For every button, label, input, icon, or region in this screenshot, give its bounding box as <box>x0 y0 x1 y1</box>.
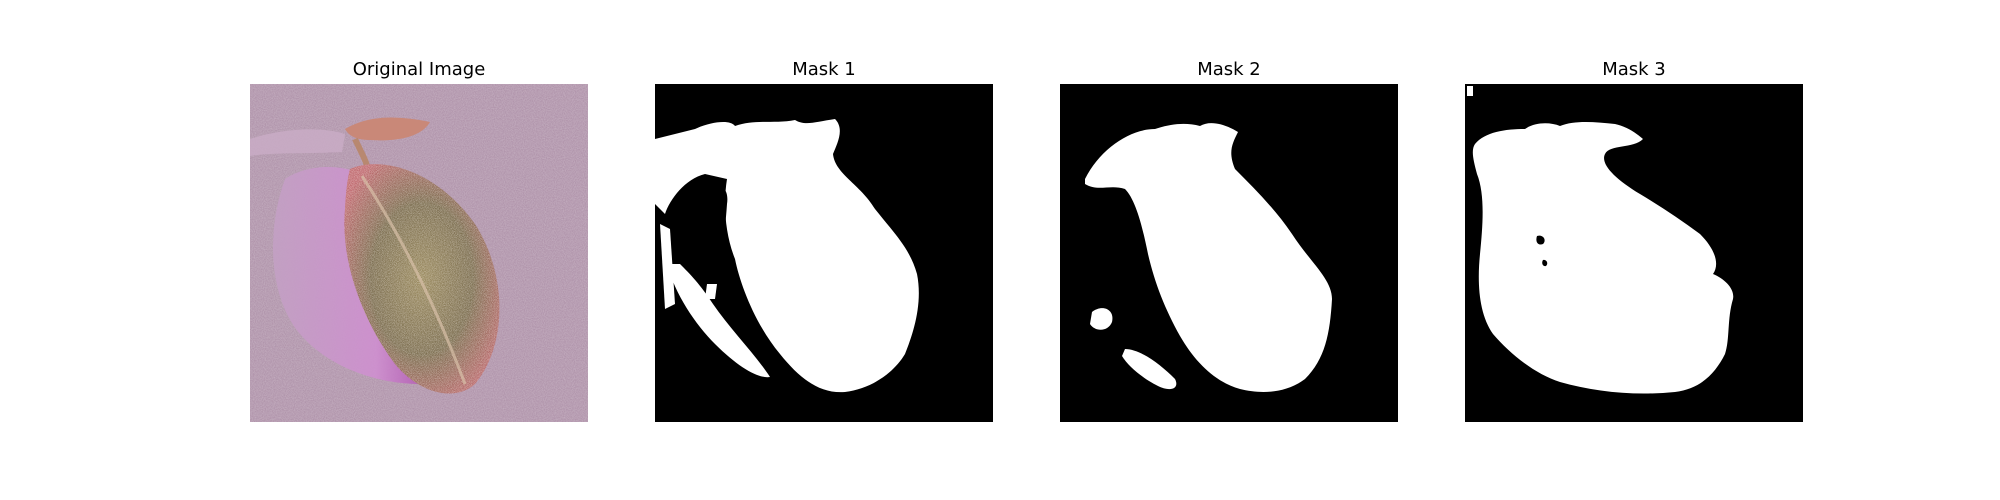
mask-image <box>1465 84 1803 422</box>
panel-title: Mask 3 <box>1602 59 1666 80</box>
panel-original-image: Original Image <box>250 0 588 500</box>
original-image <box>250 84 588 422</box>
panel-mask-3: Mask 3 <box>1465 0 1803 500</box>
panel-mask-2: Mask 2 <box>1060 0 1398 500</box>
panel-mask-1: Mask 1 <box>655 0 993 500</box>
panel-title: Mask 1 <box>792 59 856 80</box>
panel-title: Original Image <box>352 59 486 80</box>
panel-title: Mask 2 <box>1197 59 1261 80</box>
mask-image <box>1060 84 1398 422</box>
mask-image <box>655 84 993 422</box>
